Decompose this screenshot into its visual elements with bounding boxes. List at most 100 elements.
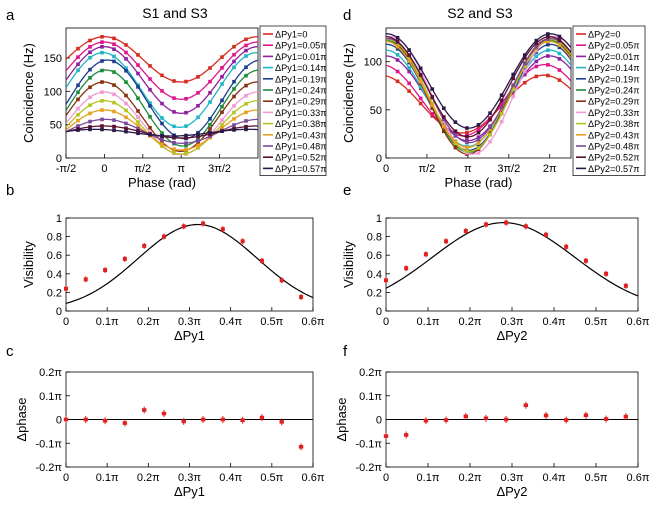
data-point-d-10: [476, 137, 481, 142]
x-tick-label-e: 0.3π: [501, 316, 524, 328]
legend-d: ΔPy2=0ΔPy2=0.05πΔPy2=0.01πΔPy2=0.14πΔPy2…: [572, 25, 646, 176]
legend-label-d: ΔPy2=0.24π: [588, 86, 640, 96]
fit-curve-b: [65, 223, 314, 305]
data-point-a-10: [244, 119, 248, 123]
data-point-d-1: [476, 127, 481, 132]
y-tick-label-f: 0: [376, 415, 382, 427]
data-point-d-12: [488, 111, 492, 115]
y-tick-label-a: 0: [56, 153, 62, 165]
data-point-d-7: [442, 119, 446, 124]
legend-label-a: ΔPy1=0.24π: [275, 86, 327, 96]
data-point-a-10: [76, 124, 80, 128]
data-point-a-7: [136, 115, 140, 120]
y-axis-label-b: Visibility: [21, 241, 36, 288]
data-point-a-0: [76, 46, 80, 51]
panel-label-e: e: [343, 182, 351, 199]
data-point-a-7: [88, 95, 92, 100]
data-point-e: [444, 239, 449, 244]
data-point-a-10: [88, 119, 92, 124]
data-point-d-10: [442, 117, 446, 122]
x-tick-label-c: 0: [63, 472, 69, 484]
data-point-d-12: [453, 120, 458, 124]
data-point-a-12: [136, 131, 140, 136]
data-point-a-1: [244, 43, 248, 48]
data-point-a-1: [100, 40, 104, 44]
data-point-a-7: [76, 106, 80, 111]
data-point-a-5: [244, 73, 248, 78]
x-tick-label-b: 0.2π: [137, 316, 160, 328]
y-tick-label-c: 0: [56, 415, 62, 427]
data-point-a-5: [148, 114, 152, 119]
data-point-d-6: [453, 145, 458, 150]
axes-b: 0 0.1π 0.2π 0.3π 0.4π 0.5π 0.6π 0 0.2 0.4 0.6 0.8 1 Δ…: [21, 213, 325, 343]
data-point-d-12: [557, 34, 562, 39]
data-point-a-1: [172, 96, 176, 100]
data-point-a-11: [112, 124, 116, 129]
data-point-e: [483, 222, 488, 227]
data-point-a-11: [196, 134, 200, 139]
data-point-a-8: [232, 110, 236, 115]
y-tick-label-e: 0: [376, 306, 382, 318]
panel-label-c: c: [6, 343, 14, 360]
x-tick-label-f: 0.3π: [501, 472, 524, 484]
y-tick-label-a: 50: [50, 120, 62, 132]
y-tick-label-a: 100: [44, 86, 62, 98]
data-point-a-2: [220, 74, 224, 79]
data-point-d-12: [546, 32, 550, 36]
data-point-a-2: [196, 103, 200, 108]
data-point-a-11: [88, 125, 92, 129]
data-point-d-0: [499, 103, 504, 108]
x-tick-label-a: π/2: [134, 163, 151, 175]
data-point-d-9: [476, 141, 481, 145]
data-point-d-1: [395, 69, 400, 74]
legend-label-a: ΔPy1=0.57π: [275, 164, 327, 174]
data-point-d-9: [488, 127, 492, 132]
data-point-a-2: [232, 59, 236, 64]
data-point-c: [259, 415, 265, 420]
data-point-a-6: [208, 127, 212, 131]
data-point-f: [483, 416, 489, 421]
y-tick-label-c: -0.2π: [35, 462, 62, 474]
data-point-a-9: [76, 118, 80, 123]
data-point-a-8: [244, 102, 248, 106]
data-point-a-2: [112, 47, 116, 52]
data-point-a-9: [244, 110, 248, 115]
data-point-e: [463, 229, 468, 234]
data-point-d-0: [430, 114, 435, 118]
x-tick-label-a: -π/2: [56, 163, 76, 175]
data-point-d-7: [511, 94, 515, 99]
x-tick-label-c: 0.5π: [260, 472, 283, 484]
x-tick-label-c: 0.3π: [178, 472, 201, 484]
data-point-d-11: [499, 98, 504, 103]
data-point-a-11: [124, 126, 128, 131]
data-point-b: [279, 278, 284, 283]
data-point-d-9: [430, 103, 435, 107]
data-point-c: [122, 421, 128, 425]
data-point-f: [383, 434, 389, 438]
y-tick-label-f: 0.1π: [359, 391, 382, 403]
panel-label-a: a: [6, 7, 15, 24]
data-point-a-10: [136, 126, 140, 131]
data-point-d-12: [499, 93, 504, 97]
data-point-d-0: [395, 79, 400, 84]
data-point-a-1: [88, 45, 92, 49]
y-tick-label-c: 0.1π: [39, 391, 62, 403]
legend-label-d: ΔPy2=0.43π: [588, 130, 640, 140]
x-tick-label-c: 0.2π: [137, 472, 160, 484]
data-point-a-6: [76, 97, 80, 102]
data-point-f: [543, 413, 549, 418]
axes-d: 0 π/2 π 3π/2 2π 0 50 100 Phase (rad) Coincidence …: [341, 25, 646, 190]
x-tick-label-c: 0.4π: [219, 472, 242, 484]
x-tick-label-b: 0.5π: [260, 316, 283, 328]
data-point-d-3: [534, 54, 539, 59]
data-point-a-3: [220, 82, 224, 86]
data-point-a-10: [196, 139, 200, 143]
data-point-d-9: [453, 139, 458, 144]
data-point-a-11: [172, 135, 176, 140]
panel-label-d: d: [343, 7, 351, 24]
data-point-a-3: [136, 83, 140, 87]
data-point-a-5: [184, 143, 188, 148]
data-point-d-2: [476, 135, 481, 139]
data-point-a-5: [208, 122, 212, 127]
data-point-a-9: [160, 142, 164, 146]
